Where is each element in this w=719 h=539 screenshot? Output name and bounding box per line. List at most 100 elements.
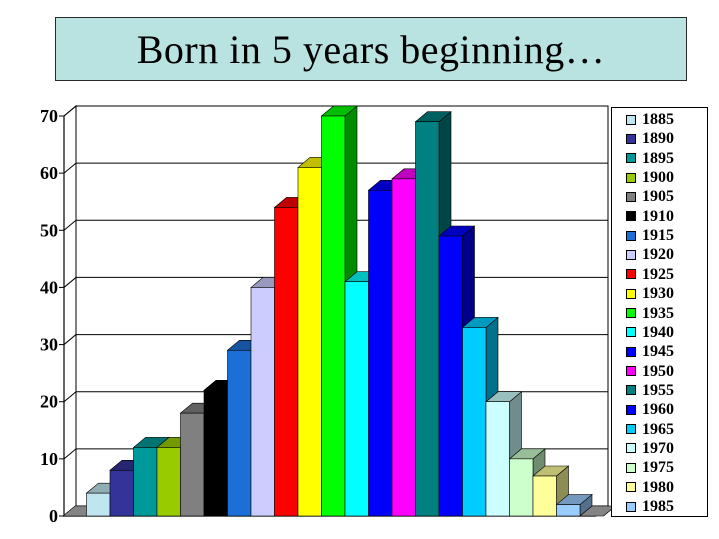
legend-label: 1975 (642, 459, 674, 477)
bar-front (415, 121, 440, 517)
y-tick-label: 20 (40, 392, 58, 412)
legend-swatch (626, 249, 636, 260)
legend-label: 1945 (642, 343, 674, 361)
legend-swatch (626, 404, 636, 415)
y-tick-label: 60 (40, 163, 58, 183)
legend-label: 1965 (642, 420, 674, 438)
legend-swatch (626, 288, 636, 299)
chart-title-box: Born in 5 years beginning… (55, 17, 687, 81)
legend-swatch (626, 424, 636, 435)
bars (62, 105, 617, 517)
legend-label: 1895 (642, 149, 674, 167)
legend-item: 1945 (626, 342, 674, 361)
legend-item: 1955 (626, 381, 674, 400)
gridline-side (63, 219, 77, 231)
bar-front (532, 475, 557, 517)
legend-label: 1915 (642, 227, 674, 245)
legend-label: 1900 (642, 169, 674, 187)
gridline-side (63, 334, 77, 345)
legend-label: 1970 (642, 439, 674, 457)
chart-legend: 1885 1890 1895 1900 1905 1910 1915 1920 1925 1930… (611, 107, 708, 517)
bar-front (368, 189, 393, 517)
legend-swatch (626, 366, 636, 377)
bar-front (297, 167, 322, 517)
chart-title: Born in 5 years beginning… (136, 26, 606, 72)
legend-label: 1930 (642, 285, 674, 303)
bar-front (86, 492, 111, 517)
legend-swatch (626, 482, 636, 493)
legend-item: 1935 (626, 304, 674, 323)
legend-item: 1890 (626, 129, 674, 148)
legend-item: 1980 (626, 478, 674, 497)
legend-item: 1940 (626, 323, 674, 342)
legend-swatch (626, 153, 636, 164)
legend-label: 1920 (642, 246, 674, 264)
y-tick-label: 30 (40, 335, 58, 355)
bar-front (274, 207, 299, 517)
legend-item: 1905 (626, 187, 674, 206)
legend-label: 1985 (642, 498, 674, 515)
legend-label: 1955 (642, 381, 674, 399)
legend-swatch (626, 133, 636, 144)
legend-label: 1980 (642, 478, 674, 496)
legend-item: 1895 (626, 149, 674, 168)
legend-label: 1960 (642, 401, 674, 419)
bar-front (109, 469, 134, 517)
legend-item: 1985 (626, 497, 674, 516)
y-tick-label: 0 (49, 506, 58, 526)
legend-swatch (626, 211, 636, 222)
bar-front (438, 235, 463, 517)
legend-swatch (626, 114, 636, 125)
legend-item: 1960 (626, 400, 674, 419)
bar-front (391, 178, 416, 517)
legend-item: 1975 (626, 458, 674, 477)
legend-item: 1920 (626, 245, 674, 264)
legend-swatch (626, 462, 636, 473)
legend-label: 1940 (642, 323, 674, 341)
legend-swatch (626, 191, 636, 202)
legend-item: 1910 (626, 207, 674, 226)
y-tick-label: 10 (40, 449, 58, 469)
bar-front (156, 447, 181, 517)
legend-swatch (626, 443, 636, 454)
bar-front (485, 401, 510, 517)
legend-swatch (626, 172, 636, 183)
legend-item: 1900 (626, 168, 674, 187)
bar-front (344, 281, 369, 517)
bar-front (509, 458, 534, 517)
legend-item: 1885 (626, 110, 674, 129)
y-tick-label: 70 (40, 106, 58, 126)
legend-swatch (626, 501, 636, 512)
legend-item: 1925 (626, 265, 674, 284)
bar-front (203, 389, 228, 517)
bar-front (462, 327, 487, 517)
legend-item: 1965 (626, 420, 674, 439)
bar-front (227, 349, 252, 517)
legend-swatch (626, 346, 636, 357)
y-axis-ticks: 0 10 20 30 40 50 60 70 (40, 106, 64, 526)
legend-swatch (626, 385, 636, 396)
bar-front (250, 287, 275, 517)
gridline-side (63, 391, 77, 403)
legend-label: 1935 (642, 304, 674, 322)
legend-item: 1915 (626, 226, 674, 245)
legend-label: 1950 (642, 362, 674, 380)
gridline-side (63, 448, 77, 460)
legend-swatch (626, 327, 636, 338)
bar-1985 (555, 493, 593, 517)
y-tick-label: 50 (40, 220, 58, 240)
legend-label: 1885 (642, 111, 674, 128)
bar-front (180, 412, 205, 517)
legend-label: 1905 (642, 188, 674, 206)
legend-item: 1950 (626, 362, 674, 381)
legend-swatch (626, 269, 636, 280)
bar-front (321, 115, 346, 517)
y-tick-label: 40 (40, 277, 58, 297)
bar-front (556, 504, 581, 517)
legend-label: 1925 (642, 265, 674, 283)
legend-item: 1930 (626, 284, 674, 303)
legend-label: 1890 (642, 130, 674, 148)
legend-label: 1910 (642, 207, 674, 225)
gridline-side (63, 277, 77, 288)
